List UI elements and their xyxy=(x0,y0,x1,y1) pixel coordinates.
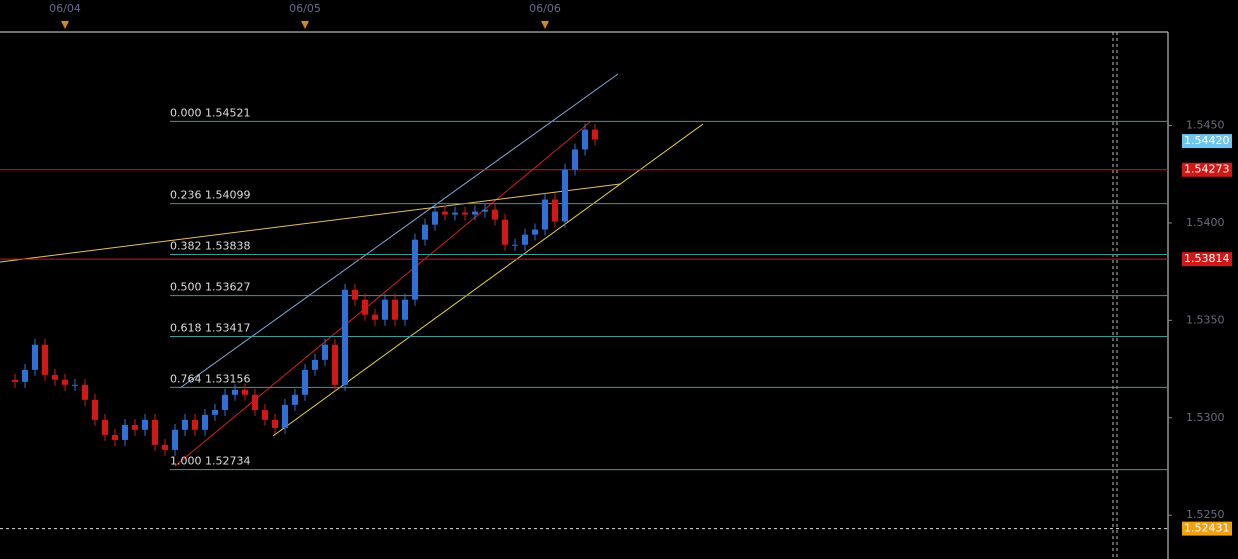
candle-body xyxy=(502,219,508,245)
candle-body xyxy=(152,419,158,445)
candle-body xyxy=(302,369,308,395)
x-tick xyxy=(541,21,549,29)
candle-body xyxy=(562,169,568,222)
candle-body xyxy=(32,344,38,370)
candle-body xyxy=(462,212,468,215)
candle-body xyxy=(342,289,348,385)
candle-body xyxy=(102,419,108,435)
candle-body xyxy=(472,211,478,215)
candle-body xyxy=(22,369,28,382)
candle-body xyxy=(522,234,528,245)
candle-body xyxy=(482,209,488,212)
price-tag xyxy=(1182,521,1232,536)
candle-body xyxy=(92,399,98,420)
price-tag-label: 1.54273 xyxy=(1184,163,1230,176)
candle-body xyxy=(372,314,378,320)
x-tick-label: 06/04 xyxy=(49,2,81,15)
candle-body xyxy=(392,299,398,320)
candle-body xyxy=(332,344,338,385)
candle-body xyxy=(412,239,418,300)
fib-label: 0.618 1.53417 xyxy=(170,322,250,335)
candle-body xyxy=(492,209,498,220)
price-tag-label: 1.53814 xyxy=(1184,252,1230,265)
y-tick-label: 1.5350 xyxy=(1186,313,1225,326)
y-tick-label: 1.5450 xyxy=(1186,119,1225,132)
fib-label: 0.000 1.54521 xyxy=(170,106,250,119)
y-tick-label: 1.5300 xyxy=(1186,411,1225,424)
candle-body xyxy=(192,419,198,430)
candle-body xyxy=(592,129,598,140)
price-tag xyxy=(1182,162,1232,177)
candle-body xyxy=(202,414,208,430)
candle-body xyxy=(382,299,388,320)
candle-body xyxy=(362,299,368,315)
candle-body xyxy=(512,244,518,246)
candle-body xyxy=(282,404,288,428)
x-tick-label: 06/05 xyxy=(289,2,321,15)
candle-body xyxy=(52,374,58,380)
candle-body xyxy=(182,419,188,430)
y-tick-label: 1.5400 xyxy=(1186,216,1225,229)
candle-body xyxy=(252,394,258,410)
candle-body xyxy=(322,344,328,360)
candle-body xyxy=(292,394,298,405)
candle-body xyxy=(172,429,178,450)
candle-body xyxy=(12,379,18,382)
candle-body xyxy=(542,199,548,230)
candle-body xyxy=(112,434,118,440)
price-tag xyxy=(1182,252,1232,267)
candle-body xyxy=(432,211,438,225)
candle-body xyxy=(242,389,248,395)
candle-body xyxy=(212,409,218,415)
candle-body xyxy=(402,299,408,320)
candle-body xyxy=(232,389,238,395)
candle-body xyxy=(532,229,538,235)
candle-body xyxy=(62,379,68,385)
trend-line xyxy=(174,121,591,467)
candle-body xyxy=(312,359,318,370)
x-tick xyxy=(301,21,309,29)
candle-body xyxy=(442,211,448,215)
y-tick-label: 1.5250 xyxy=(1186,508,1225,521)
candle-body xyxy=(582,129,588,150)
fib-label: 0.236 1.54099 xyxy=(170,189,250,202)
candle-body xyxy=(352,289,358,300)
candle-body xyxy=(162,444,168,450)
candle-body xyxy=(42,344,48,375)
candle-body xyxy=(132,424,138,430)
candle-body xyxy=(262,409,268,420)
trend-line xyxy=(0,183,621,263)
x-tick xyxy=(61,21,69,29)
fib-label: 0.382 1.53838 xyxy=(170,239,250,252)
candle-body xyxy=(82,384,88,400)
price-tag xyxy=(1182,134,1232,149)
candle-body xyxy=(122,424,128,440)
channel-upper xyxy=(179,73,619,389)
fib-label: 0.764 1.53156 xyxy=(170,372,250,385)
candle-body xyxy=(222,394,228,410)
candle-body xyxy=(142,419,148,430)
fib-label: 0.500 1.53627 xyxy=(170,281,250,294)
x-tick-label: 06/06 xyxy=(529,2,561,15)
fib-label: 1.000 1.52734 xyxy=(170,455,250,468)
candle-body xyxy=(552,199,558,222)
candle-body xyxy=(272,419,278,428)
candle-body xyxy=(572,149,578,170)
candle-body xyxy=(422,224,428,240)
candle-body xyxy=(72,384,78,386)
price-tag-label: 1.54420 xyxy=(1184,134,1230,147)
candle-body xyxy=(452,212,458,215)
price-tag-label: 1.52431 xyxy=(1184,522,1230,535)
